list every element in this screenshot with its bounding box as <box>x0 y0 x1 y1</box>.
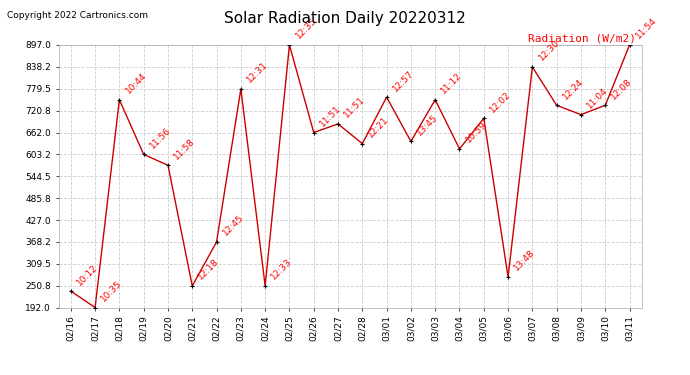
Point <box>430 97 441 103</box>
Text: 12:31: 12:31 <box>245 60 270 85</box>
Text: Copyright 2022 Cartronics.com: Copyright 2022 Cartronics.com <box>7 11 148 20</box>
Text: 13:45: 13:45 <box>415 113 440 137</box>
Point <box>357 141 368 147</box>
Text: 11:54: 11:54 <box>633 16 658 41</box>
Point <box>478 116 489 122</box>
Point <box>187 283 198 289</box>
Point <box>454 146 465 152</box>
Point <box>138 152 149 157</box>
Point <box>333 121 344 127</box>
Point <box>527 64 538 70</box>
Text: 11:56: 11:56 <box>148 126 172 150</box>
Text: 10:12: 10:12 <box>75 262 99 287</box>
Text: 12:24: 12:24 <box>561 77 585 101</box>
Text: 12:21: 12:21 <box>366 115 391 140</box>
Text: 12:18: 12:18 <box>197 257 221 282</box>
Point <box>90 304 101 310</box>
Point <box>66 288 77 294</box>
Text: 10:35: 10:35 <box>99 279 124 303</box>
Point <box>259 283 270 289</box>
Point <box>600 102 611 108</box>
Text: Solar Radiation Daily 20220312: Solar Radiation Daily 20220312 <box>224 11 466 26</box>
Point <box>381 94 392 100</box>
Text: 11:51: 11:51 <box>318 104 342 128</box>
Text: 10:59: 10:59 <box>464 120 489 145</box>
Text: 12:35: 12:35 <box>294 16 318 41</box>
Point <box>114 97 125 103</box>
Point <box>162 162 173 168</box>
Text: 12:02: 12:02 <box>488 90 513 114</box>
Text: 11:58: 11:58 <box>172 136 197 161</box>
Point <box>624 42 635 48</box>
Text: 11:04: 11:04 <box>585 86 610 111</box>
Text: 12:57: 12:57 <box>391 68 415 93</box>
Text: 12:30: 12:30 <box>537 38 561 63</box>
Point <box>284 42 295 48</box>
Text: 11:51: 11:51 <box>342 95 367 120</box>
Text: 11:12: 11:12 <box>440 71 464 96</box>
Point <box>406 138 417 144</box>
Point <box>575 112 586 118</box>
Text: Radiation (W/m2): Radiation (W/m2) <box>528 34 636 44</box>
Text: 13:48: 13:48 <box>512 248 537 273</box>
Text: 12:08: 12:08 <box>609 76 634 101</box>
Point <box>308 129 319 135</box>
Point <box>211 239 222 245</box>
Text: 10:44: 10:44 <box>124 71 148 96</box>
Text: 12:33: 12:33 <box>269 257 294 282</box>
Text: 12:45: 12:45 <box>221 213 245 238</box>
Point <box>235 86 246 92</box>
Point <box>551 102 562 108</box>
Point <box>502 274 513 280</box>
